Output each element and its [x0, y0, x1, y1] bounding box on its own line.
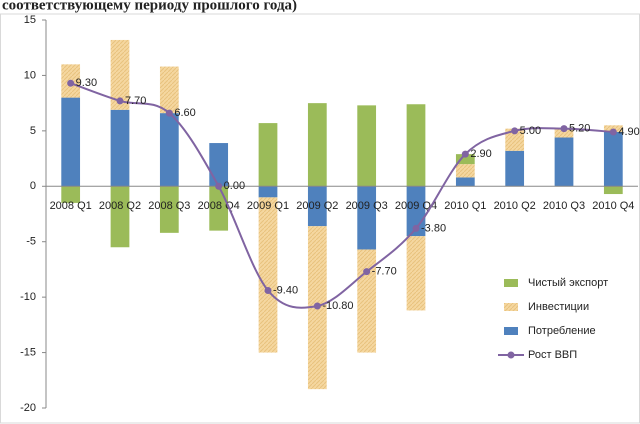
y-tick-label: 10 — [24, 69, 36, 81]
bar — [455, 154, 475, 165]
data-label: 4.90 — [618, 126, 639, 138]
data-label: -3.80 — [421, 222, 446, 234]
data-label: 2.90 — [470, 148, 491, 160]
bar — [258, 197, 278, 353]
x-tick-label: 2008 Q2 — [99, 200, 141, 212]
bar — [603, 131, 623, 187]
bar — [357, 105, 377, 187]
data-label: -7.70 — [372, 266, 397, 278]
bar — [110, 186, 130, 248]
bar — [505, 150, 525, 187]
line-marker — [215, 182, 223, 190]
y-tick-label: 15 — [24, 14, 36, 26]
data-label: 5.00 — [520, 125, 541, 137]
bar — [603, 186, 623, 195]
bar — [307, 186, 327, 227]
y-tick-label: 5 — [30, 125, 36, 137]
line-marker — [264, 286, 272, 294]
bar — [159, 186, 179, 233]
data-label: 6.60 — [174, 107, 195, 119]
bar — [455, 177, 475, 187]
line-marker — [165, 109, 173, 117]
bar — [554, 128, 574, 138]
legend-swatch — [504, 303, 518, 311]
x-tick-label: 2009 Q3 — [346, 200, 388, 212]
bar — [455, 164, 475, 178]
x-tick-label: 2009 Q2 — [296, 200, 338, 212]
line-marker — [560, 125, 568, 133]
bar — [61, 186, 81, 203]
line-marker — [116, 97, 124, 105]
bar — [406, 236, 426, 311]
bar — [357, 186, 377, 250]
line-marker — [363, 268, 371, 276]
x-tick-label: 2008 Q3 — [148, 200, 190, 212]
legend-label: Инвестиции — [528, 301, 589, 313]
bar — [406, 104, 426, 187]
legend-swatch — [504, 327, 518, 335]
chart-title: соответствующему периоду прошлого года) — [2, 0, 297, 13]
legend-label: Рост ВВП — [528, 349, 577, 361]
x-tick-label: 2010 Q4 — [592, 200, 634, 212]
bar — [505, 128, 525, 151]
bar — [554, 137, 574, 187]
bar — [110, 109, 130, 187]
x-tick-label: 2009 Q4 — [395, 200, 437, 212]
data-label: -10.80 — [322, 300, 353, 312]
bar — [258, 186, 278, 198]
line-marker — [67, 79, 75, 87]
bar — [110, 39, 130, 110]
line-marker — [609, 128, 617, 136]
legend-swatch — [504, 279, 518, 287]
y-tick-label: -20 — [20, 402, 36, 414]
data-label: 0.00 — [224, 180, 245, 192]
data-label: 5.20 — [569, 123, 590, 135]
line-marker — [313, 302, 321, 310]
y-tick-label: -15 — [20, 346, 36, 358]
data-label: 7.70 — [125, 95, 146, 107]
line-marker — [461, 150, 469, 158]
line-marker — [412, 224, 420, 232]
legend-label: Потребление — [528, 325, 596, 337]
y-tick-label: 0 — [30, 180, 36, 192]
bar — [209, 143, 229, 187]
x-tick-label: 2008 Q1 — [50, 200, 92, 212]
x-tick-label: 2008 Q4 — [198, 200, 240, 212]
x-tick-label: 2010 Q1 — [444, 200, 486, 212]
line — [70, 82, 614, 309]
data-label: 9.30 — [76, 77, 97, 89]
legend-swatch — [507, 351, 515, 359]
legend-label: Чистый экспорт — [528, 277, 608, 289]
y-tick-label: -10 — [20, 291, 36, 303]
y-tick-label: -5 — [26, 236, 36, 248]
x-tick-label: 2010 Q2 — [494, 200, 536, 212]
bar — [307, 103, 327, 187]
data-label: -9.40 — [273, 284, 298, 296]
x-tick-label: 2009 Q1 — [247, 200, 289, 212]
bar — [159, 66, 179, 114]
line-marker — [511, 127, 519, 135]
bar — [258, 123, 278, 187]
bar — [61, 97, 81, 187]
bar — [159, 113, 179, 187]
x-tick-label: 2010 Q3 — [543, 200, 585, 212]
